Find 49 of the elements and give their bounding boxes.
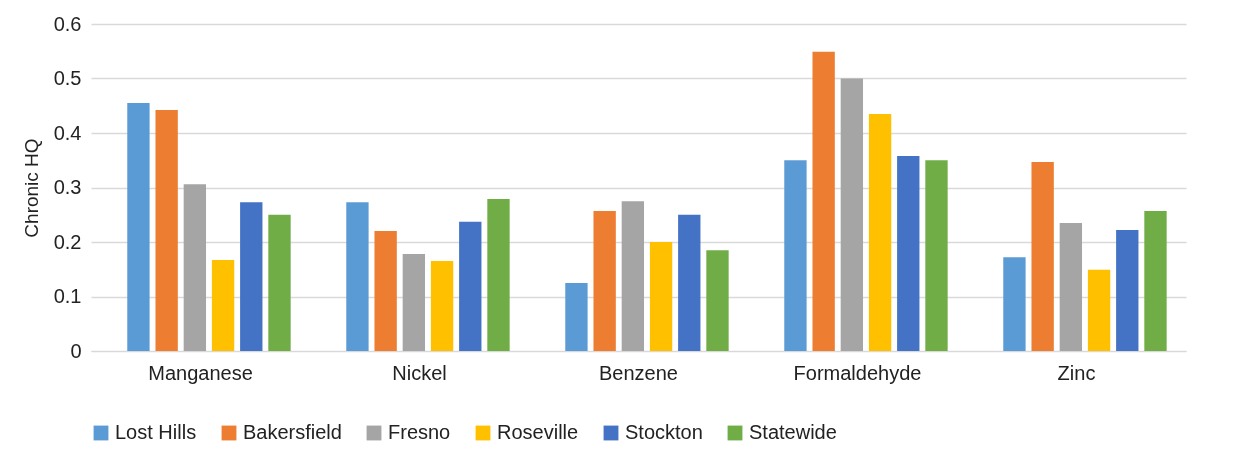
x-tick-label: Manganese bbox=[148, 361, 253, 384]
bar bbox=[1144, 210, 1167, 351]
bar bbox=[706, 250, 729, 351]
bar bbox=[1031, 161, 1054, 351]
bar bbox=[459, 221, 482, 351]
bar bbox=[868, 113, 892, 351]
legend-label: Bakersfield bbox=[243, 421, 342, 443]
legend-label: Stockton bbox=[625, 421, 703, 443]
bar bbox=[593, 210, 616, 351]
bar bbox=[840, 78, 864, 351]
bar bbox=[621, 201, 645, 351]
y-tick-label: 0.3 bbox=[53, 176, 82, 198]
bar bbox=[155, 110, 178, 351]
x-tick-label: Zinc bbox=[1057, 361, 1096, 384]
bar bbox=[1116, 230, 1139, 351]
y-tick-label: 0.2 bbox=[53, 230, 82, 253]
bar bbox=[240, 202, 263, 351]
bar bbox=[183, 184, 207, 351]
bar bbox=[268, 214, 291, 351]
bar bbox=[430, 261, 454, 351]
bar bbox=[678, 214, 701, 351]
bar bbox=[784, 160, 807, 351]
legend-label: Roseville bbox=[497, 421, 579, 443]
bar bbox=[374, 231, 397, 351]
bar bbox=[1003, 257, 1026, 351]
bar bbox=[487, 198, 510, 351]
legend-label: Statewide bbox=[749, 421, 837, 443]
bar bbox=[812, 51, 835, 351]
y-axis-title: Chronic HQ bbox=[20, 138, 42, 238]
y-tick-label: 0.5 bbox=[53, 67, 82, 89]
bar bbox=[565, 282, 588, 351]
legend-label: Fresno bbox=[388, 421, 451, 443]
y-tick-label: 0.6 bbox=[53, 12, 82, 35]
y-tick-label: 0.4 bbox=[53, 121, 82, 144]
y-tick-label: 0 bbox=[70, 339, 82, 362]
bar bbox=[1059, 222, 1083, 351]
bar bbox=[211, 259, 235, 351]
x-tick-label: Benzene bbox=[599, 361, 678, 384]
x-tick-label: Formaldehyde bbox=[793, 361, 922, 384]
bar bbox=[925, 160, 948, 351]
bar bbox=[402, 253, 426, 351]
legend-label: Lost Hills bbox=[115, 421, 197, 443]
bar bbox=[1087, 269, 1111, 351]
x-tick-label: Nickel bbox=[392, 361, 447, 384]
bar bbox=[897, 155, 920, 351]
bar bbox=[649, 242, 673, 351]
y-tick-label: 0.1 bbox=[53, 285, 82, 307]
bar bbox=[346, 202, 369, 351]
bar bbox=[127, 103, 150, 351]
